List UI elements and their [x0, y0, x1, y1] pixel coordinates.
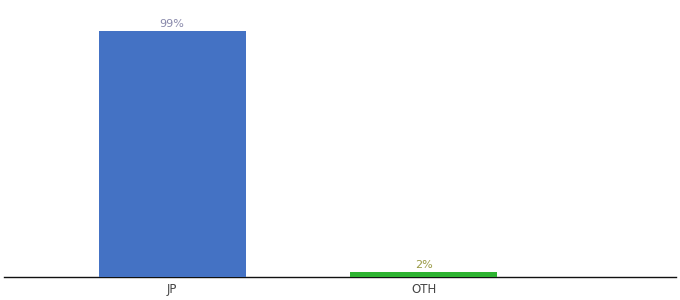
Text: 2%: 2%: [415, 260, 433, 270]
Text: 99%: 99%: [160, 19, 184, 29]
Bar: [99, 32, 245, 277]
Bar: [350, 272, 498, 277]
